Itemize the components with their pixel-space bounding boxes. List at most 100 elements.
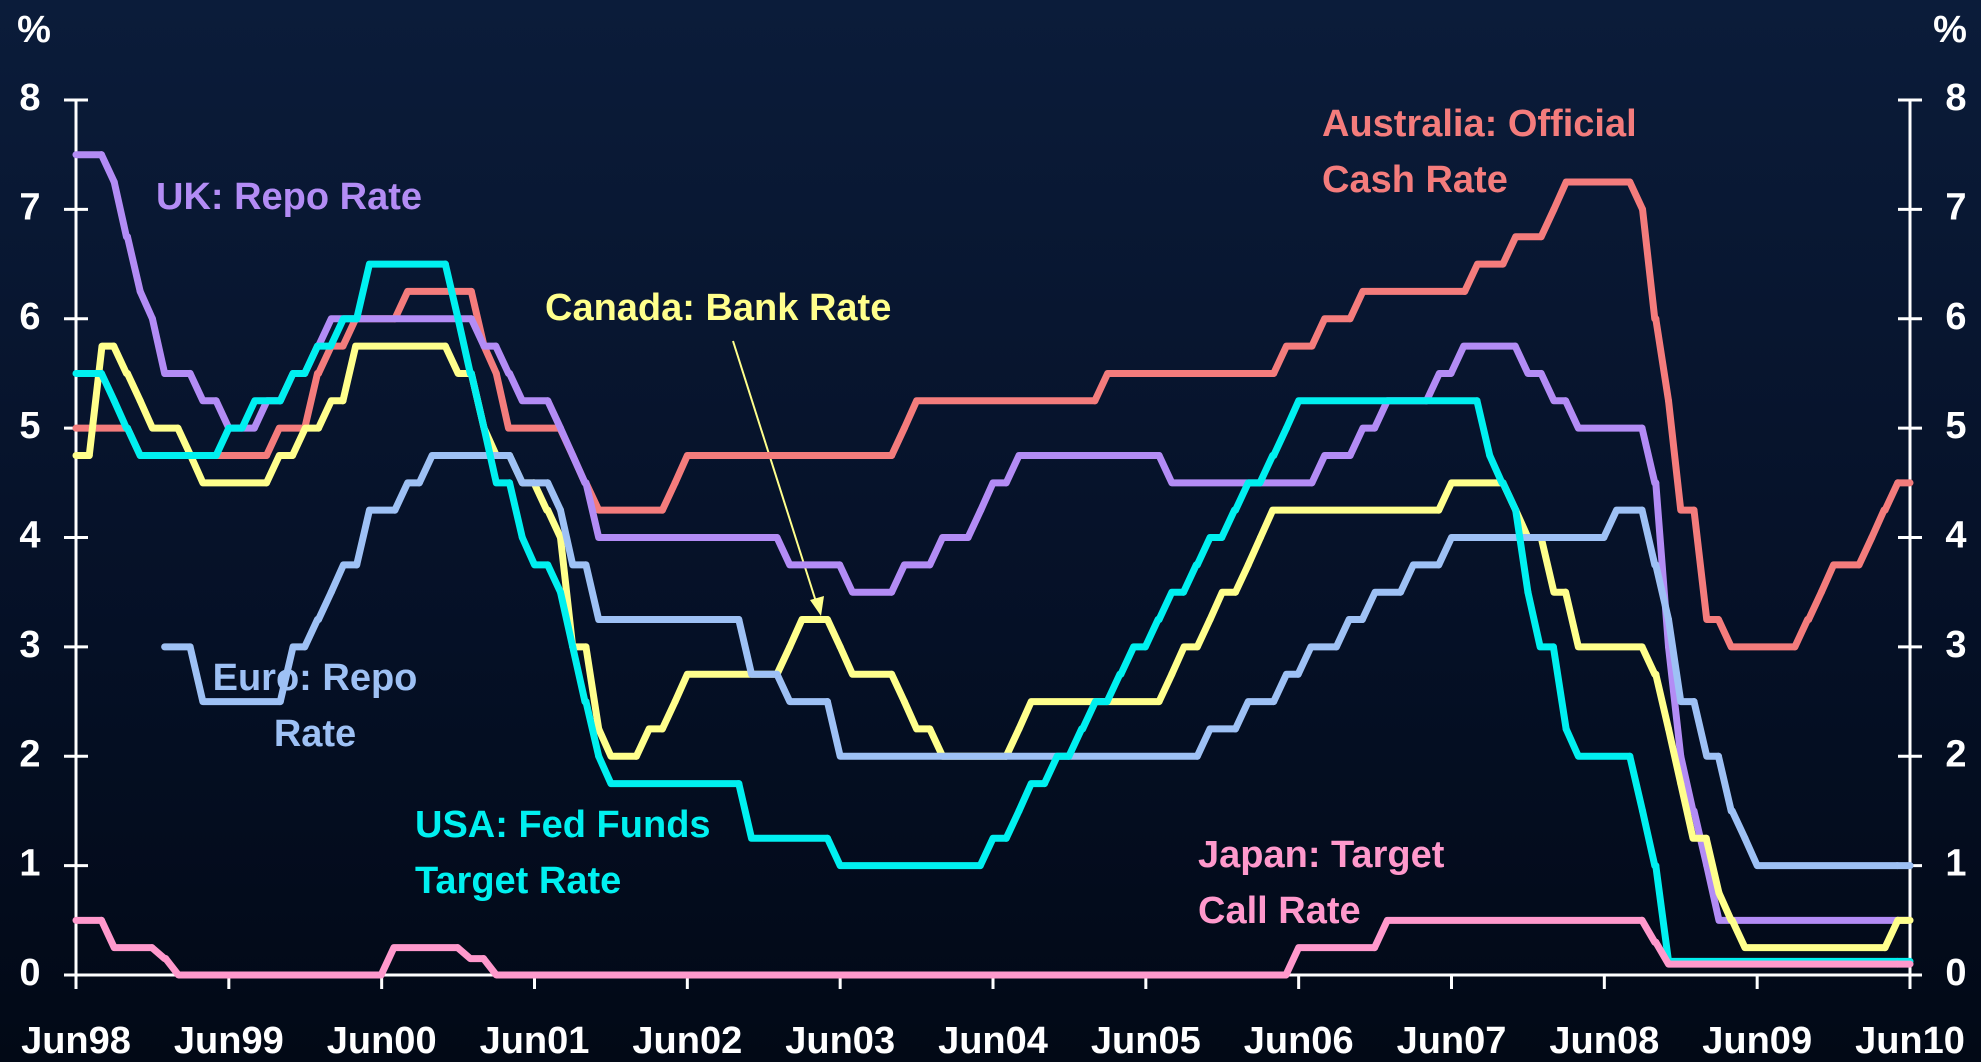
y-tick-label: 8 (19, 77, 40, 119)
series-line-segment (1473, 397, 1494, 459)
series-line-segment (250, 397, 284, 432)
series-line-segment (888, 670, 908, 706)
series-line-segment (595, 725, 640, 760)
series-line-segment (1193, 534, 1226, 569)
series-line-segment (530, 479, 552, 514)
series-line-segment (1193, 616, 1214, 651)
x-tick-label: Jun08 (1549, 1020, 1659, 1062)
y2-tick-label: 5 (1945, 405, 1966, 447)
series-line-segment (314, 397, 347, 432)
series-line-segment (1256, 506, 1443, 541)
series-line-segment (85, 342, 118, 459)
series-line-segment (1805, 588, 1825, 624)
series-label: UK: Repo Rate (156, 176, 423, 218)
series-label: Canada: Bank Rate (545, 287, 892, 329)
series-line-segment (658, 698, 679, 733)
series-line-segment (1550, 178, 1634, 213)
series-line-segment (1741, 834, 1901, 870)
series-line-segment (1141, 616, 1163, 651)
series-line-segment (327, 315, 361, 350)
series-line-segment (1626, 178, 1647, 213)
series-line-segment (276, 643, 309, 706)
series-line-segment (556, 424, 577, 459)
series-line-segment (1461, 260, 1507, 295)
series-line-segment (314, 342, 347, 377)
series-line-segment (1232, 479, 1264, 514)
series-line-segment (1499, 233, 1545, 268)
series-line-segment (1562, 588, 1646, 651)
arrow-head (810, 596, 824, 616)
y-tick-label: 2 (19, 733, 40, 775)
series-line-segment (1537, 534, 1570, 596)
series-line-segment (1447, 342, 1519, 377)
series-line-segment (480, 955, 1290, 979)
x-tick-label: Jun04 (938, 1020, 1048, 1062)
series-line-segment (1193, 725, 1239, 760)
series-line-segment (1206, 588, 1239, 624)
series-line-segment (888, 561, 934, 596)
series-line-segment (1218, 506, 1239, 541)
series-line-segment (582, 479, 781, 541)
series-line-segment (900, 698, 934, 733)
series-line-segment (263, 424, 309, 459)
series-line-segment (544, 506, 564, 541)
series-label: Euro: Repo Rate (212, 657, 418, 755)
series-line-segment (1511, 342, 1545, 377)
series-line-segment (556, 506, 590, 569)
series-line-segment (1638, 506, 1660, 569)
series-line-segment (582, 643, 603, 733)
series-line-segment (1232, 561, 1252, 596)
series-line-segment (823, 834, 984, 870)
series-line-segment (123, 424, 220, 459)
series-line-segment (353, 506, 399, 569)
series-line-segment (1002, 807, 1023, 842)
series-line-segment (1282, 944, 1379, 979)
series-line-segment (301, 342, 335, 377)
series-line-segment (314, 315, 475, 350)
series-line-segment (926, 534, 972, 569)
series-line-segment (1638, 643, 1660, 678)
series-line-segment (1155, 588, 1188, 624)
series-line-segment (1881, 916, 1902, 952)
series-line-segment (1562, 725, 1634, 760)
y2-tick-label: 0 (1945, 952, 1966, 994)
series-line-segment (671, 451, 896, 487)
series-line-segment (1346, 287, 1469, 323)
series-line-segment (926, 725, 1010, 760)
series-line-segment (263, 451, 297, 487)
series-line-segment (1371, 397, 1431, 432)
series-line-segment (1714, 752, 1736, 815)
series-line-segment (1855, 534, 1876, 569)
series-line-segment (1626, 752, 1647, 815)
series-line-segment (339, 342, 449, 405)
series-line-segment (1332, 616, 1366, 651)
series-line-segment (671, 670, 781, 706)
series-line-segment (582, 698, 603, 760)
series-line-segment (97, 151, 118, 186)
series-line-segment (492, 369, 564, 432)
series-line-segment (1423, 369, 1455, 405)
series-line-segment (1690, 506, 1722, 624)
x-tick-label: Jun07 (1397, 1020, 1507, 1062)
series-line-segment (1103, 670, 1125, 706)
series-line-segment (467, 315, 500, 350)
y2-tick-label: 4 (1945, 515, 1966, 557)
series-line-segment (110, 342, 131, 377)
series-line-segment (773, 643, 794, 678)
series-line-segment (836, 561, 896, 596)
series-line-segment (1524, 588, 1557, 651)
y-tick-label: 7 (19, 186, 40, 228)
series-line-segment (212, 424, 246, 459)
series-line-segment (556, 588, 577, 651)
y-tick-label: 0 (19, 952, 40, 994)
y2-tick-label: 3 (1945, 624, 1966, 666)
y-tick-label: 6 (19, 296, 40, 338)
series-line-segment (1690, 698, 1722, 760)
y-tick-label: 1 (19, 843, 40, 885)
series-line-segment (1677, 780, 1710, 842)
series-line-segment (1486, 451, 1507, 487)
y2-tick-label: 8 (1945, 77, 1966, 119)
x-tick-label: Jun09 (1702, 1020, 1812, 1062)
series-line-segment (976, 834, 1010, 870)
series-line-segment (1702, 834, 1723, 897)
